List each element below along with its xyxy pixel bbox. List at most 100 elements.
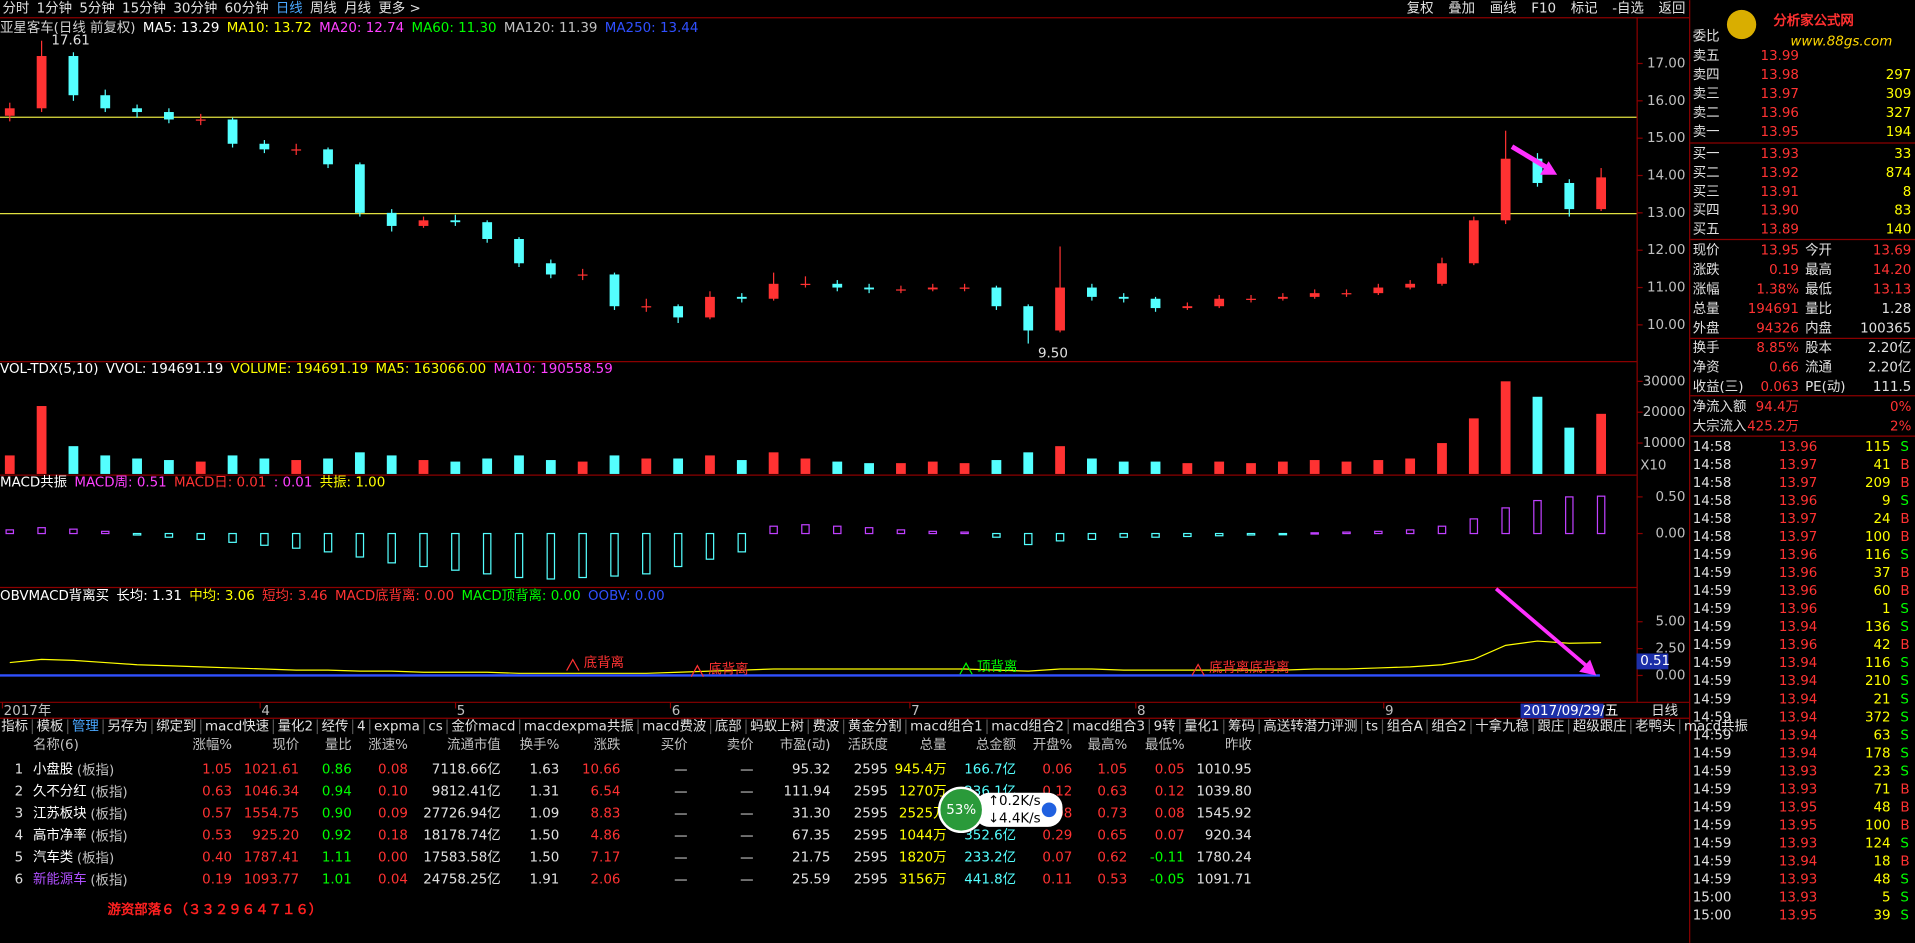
stat-value: 94326 xyxy=(1756,322,1799,337)
row-number[interactable]: 5 xyxy=(15,850,24,865)
tool-button[interactable]: 叠加 xyxy=(1448,1,1475,17)
formula-tab[interactable]: 跟庄 xyxy=(1538,718,1565,735)
tool-button[interactable]: 画线 xyxy=(1490,1,1517,17)
formula-tab[interactable]: 费波 xyxy=(813,719,840,735)
period-tab[interactable]: 30分钟 xyxy=(173,0,217,17)
formula-tab[interactable]: 管理 xyxy=(72,719,99,735)
annotation: 顶背离 xyxy=(977,658,1017,675)
formula-tab[interactable]: 9转 xyxy=(1154,719,1176,735)
volume-bar xyxy=(450,461,461,474)
period-tab[interactable]: 60分钟 xyxy=(225,0,269,17)
row-number[interactable]: 4 xyxy=(15,828,24,843)
formula-tab[interactable]: 黄金分割 xyxy=(848,718,902,735)
trade-price: 13.97 xyxy=(1779,512,1817,527)
popup-button[interactable] xyxy=(1041,802,1057,818)
formula-tab[interactable]: 4 xyxy=(357,720,366,735)
formula-tab[interactable]: 十拿九稳 xyxy=(1475,718,1529,735)
row-number[interactable]: 1 xyxy=(15,762,24,777)
row-name[interactable]: 江苏板块 xyxy=(33,805,87,821)
formula-tab[interactable]: 蚂蚁上树 xyxy=(750,719,804,735)
table-cell: — xyxy=(740,850,753,865)
period-tab[interactable]: 月线 xyxy=(344,1,371,17)
row-number[interactable]: 3 xyxy=(15,806,24,821)
tool-button[interactable]: F10 xyxy=(1531,2,1556,17)
row-tag: (板指) xyxy=(90,829,127,845)
row-name[interactable]: 久不分红 xyxy=(33,783,87,799)
table-cell: 17583.58亿 xyxy=(423,849,500,865)
order-label: 买二 xyxy=(1693,165,1720,181)
y-tick-label: 0.50 xyxy=(1656,490,1686,505)
tool-button[interactable]: 复权 xyxy=(1407,0,1434,17)
legend-entry: MA10: 190558.59 xyxy=(494,362,613,377)
stat-value: 0% xyxy=(1890,400,1912,415)
formula-tab[interactable]: macd组合3 xyxy=(1072,719,1145,735)
y-tick-label: 17.00 xyxy=(1647,56,1685,71)
stat-value: 13.95 xyxy=(1761,243,1799,258)
formula-tab[interactable]: 组合A xyxy=(1387,719,1424,735)
candle-body xyxy=(959,287,970,289)
formula-tab[interactable]: 另存为 xyxy=(107,719,147,735)
row-name[interactable]: 新能源车 xyxy=(33,870,87,887)
formula-tab[interactable]: 模板 xyxy=(37,719,64,735)
formula-tab[interactable]: 筹码 xyxy=(1228,718,1255,735)
stat-label: 收益(三) xyxy=(1693,379,1744,395)
row-number[interactable]: 2 xyxy=(15,784,24,799)
period-tab[interactable]: 分时 xyxy=(2,1,29,17)
macd-bar xyxy=(769,525,778,535)
period-tab[interactable]: 更多 > xyxy=(378,0,420,17)
y-tick-label: 5.00 xyxy=(1656,615,1686,630)
row-name[interactable]: 高市净率 xyxy=(33,826,87,843)
row-number[interactable]: 6 xyxy=(15,872,24,887)
formula-tab[interactable]: 量化1 xyxy=(1184,719,1219,735)
formula-tab[interactable]: 经传 xyxy=(322,719,349,735)
formula-tab[interactable]: 绑定到 xyxy=(156,719,196,735)
trade-time: 14:59 xyxy=(1693,746,1732,761)
formula-tab[interactable]: ts xyxy=(1366,720,1378,735)
legend-entry: MACD周: 0.51 xyxy=(74,475,166,490)
current-value-box xyxy=(1636,653,1669,670)
formula-tab[interactable]: 指标 xyxy=(1,719,28,735)
volume-bar xyxy=(1150,461,1161,474)
formula-tab[interactable]: macd组合2 xyxy=(991,719,1064,735)
trade-time: 14:59 xyxy=(1693,728,1732,743)
formula-tab[interactable]: cs xyxy=(428,720,442,735)
volume-bar xyxy=(927,461,938,474)
period-tab[interactable]: 5分钟 xyxy=(79,0,114,17)
formula-tab[interactable]: macdexpma共振 xyxy=(524,719,634,735)
formula-tab[interactable]: macd共振 xyxy=(1684,719,1748,735)
period-tab[interactable]: 日线 xyxy=(276,1,303,17)
macd-bar xyxy=(323,532,333,553)
formula-tab[interactable]: macd快速 xyxy=(205,719,269,735)
table-header: 开盘% xyxy=(1033,736,1073,753)
formula-tab[interactable]: 底部 xyxy=(715,719,742,735)
tool-button[interactable]: 返回 xyxy=(1659,1,1686,17)
formula-tab[interactable]: macd费波 xyxy=(642,719,706,735)
period-tab[interactable]: 周线 xyxy=(310,1,337,17)
volume-bar xyxy=(1373,460,1384,474)
volume-bar xyxy=(482,458,493,474)
formula-tab[interactable]: 组合2 xyxy=(1431,719,1466,735)
formula-tab[interactable]: 金价macd xyxy=(451,719,515,735)
formula-tab[interactable]: 老鸭头 xyxy=(1635,719,1675,735)
tool-button[interactable]: 标记 xyxy=(1571,1,1598,17)
period-tab[interactable]: 15分钟 xyxy=(122,0,166,17)
table-cell: 0.19 xyxy=(202,872,232,887)
period-tab[interactable]: 1分钟 xyxy=(37,0,72,17)
trade-time: 14:59 xyxy=(1693,854,1732,869)
row-name[interactable]: 汽车类 xyxy=(33,848,73,865)
row-name[interactable]: 小盘股 xyxy=(33,760,73,777)
network-popup[interactable]: ↑ ↓ 53% 0.2K/s 4.4K/s xyxy=(937,786,1063,834)
table-cell: 2595 xyxy=(854,828,888,843)
formula-tab[interactable]: macd组合1 xyxy=(910,719,983,735)
stat-value: 0.66 xyxy=(1769,361,1799,376)
volume-bar xyxy=(545,460,556,474)
tool-button[interactable]: -自选 xyxy=(1612,1,1644,17)
formula-tab[interactable]: expma xyxy=(374,720,420,735)
formula-tab[interactable]: 超级跟庄 xyxy=(1573,718,1627,735)
candle-body xyxy=(1373,287,1384,294)
table-cell: 0.12 xyxy=(1155,784,1185,799)
formula-tab[interactable]: 高送转潜力评测 xyxy=(1263,718,1357,735)
macd-bar xyxy=(100,530,110,535)
formula-tab[interactable]: 量化2 xyxy=(278,719,313,735)
